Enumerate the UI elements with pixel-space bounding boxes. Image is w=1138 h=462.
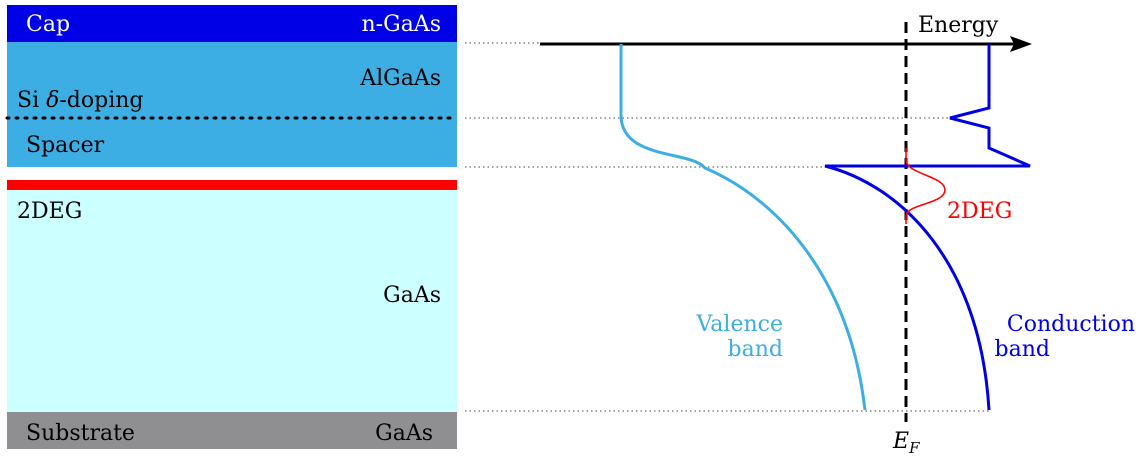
fermi-subscript: F	[908, 439, 920, 457]
conduction-band-curve	[824, 44, 1031, 411]
fermi-level-label: EF	[892, 429, 920, 457]
valence-band-curve	[619, 44, 867, 411]
valence-band-label-line2: band	[728, 337, 783, 362]
twodeg-layer-label: 2DEG	[17, 199, 82, 224]
energy-axis-arrowhead	[1010, 36, 1032, 52]
valence-band-label-line1: Valence	[695, 312, 783, 337]
twodeg-wavefunction-label: 2DEG	[947, 199, 1012, 224]
gaas-layer	[7, 190, 457, 412]
substrate-layer	[7, 412, 457, 449]
twodeg-strip	[7, 180, 457, 190]
cap-label: Cap	[26, 12, 70, 37]
cap-layer	[7, 5, 457, 42]
cap-material-label: n-GaAs	[362, 12, 441, 37]
algaas-label: AlGaAs	[359, 66, 441, 91]
gaas-label: GaAs	[383, 283, 441, 308]
delta-doping-prefix: Si	[17, 88, 46, 113]
substrate-label: Substrate	[26, 421, 135, 446]
delta-doping-label: Si δ-doping	[17, 88, 144, 113]
conduction-band-label-line2: band	[995, 337, 1050, 362]
spacer-label: Spacer	[26, 133, 105, 158]
substrate-material-label: GaAs	[375, 421, 433, 446]
twodeg-wavefunction-curve	[905, 148, 946, 224]
conduction-band-label-line1: Conduction	[1007, 312, 1135, 337]
delta-symbol: δ	[46, 88, 59, 113]
delta-doping-suffix: -doping	[59, 88, 143, 113]
algaas-layer	[7, 42, 457, 167]
fermi-symbol: E	[892, 429, 909, 454]
energy-axis-label: Energy	[918, 13, 999, 38]
